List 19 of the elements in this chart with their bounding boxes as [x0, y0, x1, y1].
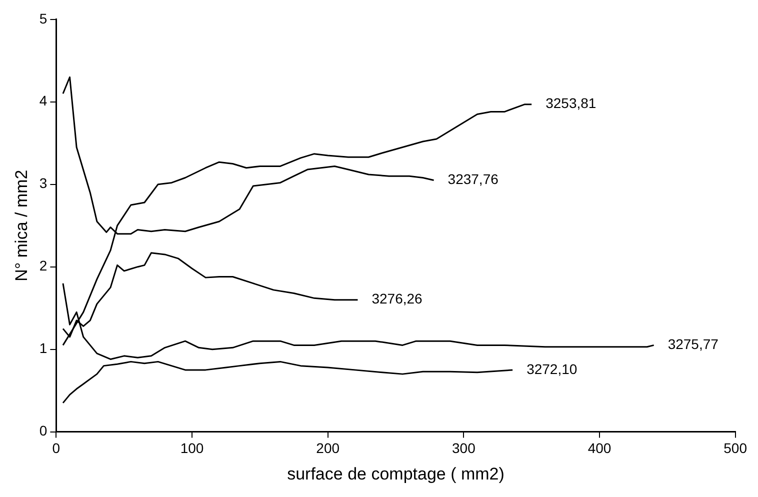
x-tick-label: 200: [316, 440, 340, 456]
x-tick-label: 100: [180, 440, 204, 456]
y-tick-label: 1: [39, 340, 48, 356]
series-label: 3275,77: [668, 336, 719, 352]
y-tick-label: 0: [39, 422, 48, 439]
series-label: 3253,81: [546, 95, 596, 112]
x-tick-label: 500: [724, 440, 748, 456]
x-tick-label: 300: [452, 440, 476, 456]
y-tick-label: 5: [39, 10, 48, 26]
series-label: 3276,26: [372, 290, 423, 307]
y-axis-title: N° mica / mm2: [12, 170, 31, 282]
x-axis-title: surface de comptage ( mm2): [287, 464, 504, 484]
y-tick-label: 2: [39, 258, 48, 274]
x-tick-label: 0: [52, 440, 60, 456]
series-label: 3272,10: [526, 360, 578, 377]
y-tick-label: 4: [39, 92, 48, 109]
y-tick-label: 3: [39, 175, 48, 192]
x-tick-label: 400: [588, 440, 612, 456]
series-label: 3237,76: [448, 171, 499, 188]
